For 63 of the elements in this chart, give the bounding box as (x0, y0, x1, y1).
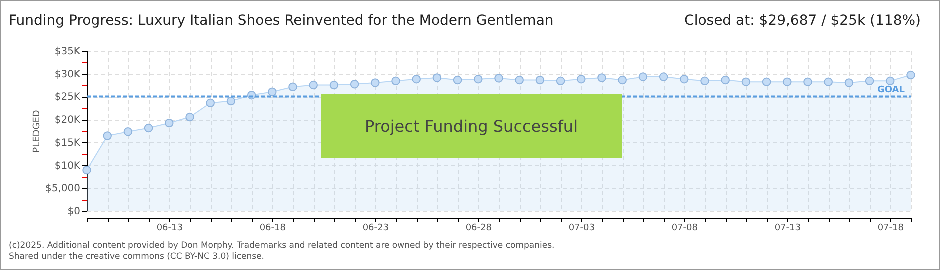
point (844, 78, 854, 88)
point (309, 80, 318, 90)
point (742, 78, 751, 86)
chart-title: Funding Progress: Luxury Italian Shoes Reinvented for the Modern Gentleman (9, 13, 554, 29)
chart-subtitle: Closed at: $29,687 / $25k (118%) (684, 13, 921, 29)
point (598, 74, 606, 82)
point (577, 74, 586, 84)
text: Shared under the creative commons (CC BY-NC 3.0) license. (9, 252, 266, 263)
point (453, 76, 462, 85)
point (288, 82, 298, 92)
point (638, 72, 648, 82)
point (783, 78, 792, 86)
point (721, 76, 730, 85)
y-tick-label: $35K (54, 46, 81, 58)
point (165, 118, 174, 128)
banner: Project Funding Successful (321, 94, 622, 158)
x-tick-label: 06-13 (156, 224, 183, 234)
point (700, 76, 710, 86)
point (886, 76, 895, 86)
point (103, 132, 112, 140)
point (330, 80, 339, 90)
y-axis-title: PLEDGED (32, 110, 43, 153)
point (144, 124, 154, 133)
y-tick-label: $0 (68, 206, 80, 218)
point (268, 88, 277, 97)
point (371, 78, 380, 88)
point (186, 112, 194, 122)
point (906, 70, 916, 80)
point (515, 76, 524, 85)
point (206, 98, 215, 108)
point (824, 78, 833, 86)
text: (c)2025. Additional content provided by Don Morphy. Trademarks and related content are owned by their respective companies. (9, 241, 555, 252)
y-tick-label: $5,000 (46, 184, 80, 195)
y-tick-label: $20K (54, 115, 81, 126)
x-tick-label: 07-13 (774, 224, 801, 234)
x-tick-label: 07-03 (568, 224, 595, 234)
y-tick-label: $15K (54, 138, 81, 149)
point (680, 74, 689, 84)
point (556, 76, 566, 86)
x-tick-label: 06-23 (362, 224, 389, 234)
point (659, 72, 668, 82)
point (226, 96, 236, 106)
point (804, 78, 812, 86)
point (494, 74, 504, 83)
point (618, 76, 627, 85)
point (432, 74, 442, 82)
point (124, 128, 133, 136)
point (536, 76, 545, 85)
x-tick-label: 07-08 (672, 224, 698, 234)
point (474, 74, 483, 84)
point (350, 80, 360, 89)
point (865, 76, 874, 86)
x-tick-label: 06-28 (466, 224, 492, 234)
x-tick-label: 06-18 (260, 224, 286, 234)
y-tick-label: $25K (54, 92, 81, 104)
y-tick-label: $30K (54, 69, 81, 80)
point (762, 78, 772, 86)
point (82, 166, 92, 175)
x-tick-label: 07-18 (878, 224, 904, 234)
point (412, 74, 421, 84)
ref-line-label: GOAL (878, 86, 906, 96)
y-tick-label: $10K (54, 160, 81, 172)
point (392, 76, 400, 86)
